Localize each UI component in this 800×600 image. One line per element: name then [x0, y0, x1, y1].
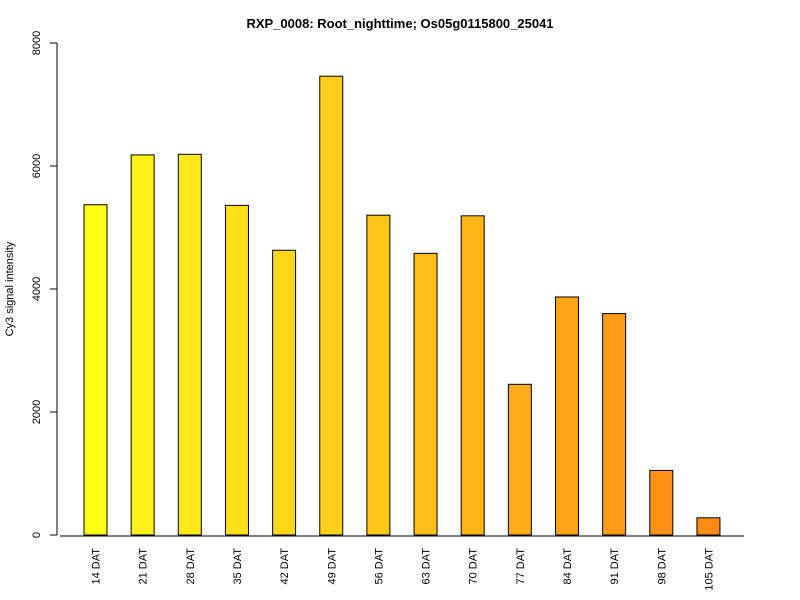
x-category-label: 21 DAT: [138, 548, 150, 585]
y-tick-label: 0: [31, 532, 43, 538]
x-category-label: 35 DAT: [232, 548, 244, 585]
bar-42-dat: [272, 249, 297, 536]
y-tick-label: 6000: [31, 154, 43, 178]
x-category-label: 91 DAT: [609, 548, 621, 585]
bar-28-dat: [177, 153, 202, 536]
x-category-label: 84 DAT: [562, 548, 574, 585]
x-category-label: 98 DAT: [656, 548, 668, 585]
y-tick-label: 4000: [31, 277, 43, 301]
bar-98-dat: [649, 469, 674, 536]
x-category-label: 56 DAT: [373, 548, 385, 585]
bar-63-dat: [413, 252, 438, 536]
y-axis-label: Cy3 signal intensity: [4, 241, 16, 336]
bar-70-dat: [460, 215, 485, 536]
y-tick-label: 2000: [31, 400, 43, 424]
bar-105-dat: [696, 517, 721, 536]
x-category-label: 105 DAT: [703, 548, 715, 591]
bar-91-dat: [602, 313, 627, 536]
y-tick-label: 8000: [31, 31, 43, 55]
x-category-label: 28 DAT: [185, 548, 197, 585]
bar-77-dat: [507, 383, 532, 536]
x-axis: 14 DAT 21 DAT 28 DAT 35 DAT 42 DAT 49 DAT 56 D…: [60, 535, 744, 591]
bars-group: [83, 75, 721, 536]
chart-title: RXP_0008: Root_nighttime; Os05g0115800_2…: [246, 16, 553, 31]
x-category-label: 42 DAT: [279, 548, 291, 585]
x-category-label: 14 DAT: [91, 548, 103, 585]
y-axis: 0 2000 4000 6000 8000: [31, 31, 58, 538]
x-category-label: 77 DAT: [515, 548, 527, 585]
bar-84-dat: [555, 296, 579, 536]
bar-14-dat: [83, 204, 108, 536]
bar-49-dat: [319, 75, 344, 536]
x-category-label: 49 DAT: [326, 548, 338, 585]
bar-56-dat: [366, 214, 391, 536]
bar-35-dat: [224, 204, 249, 536]
x-category-label: 70 DAT: [468, 548, 480, 585]
x-category-label: 63 DAT: [421, 548, 433, 585]
bar-21-dat: [130, 154, 155, 536]
